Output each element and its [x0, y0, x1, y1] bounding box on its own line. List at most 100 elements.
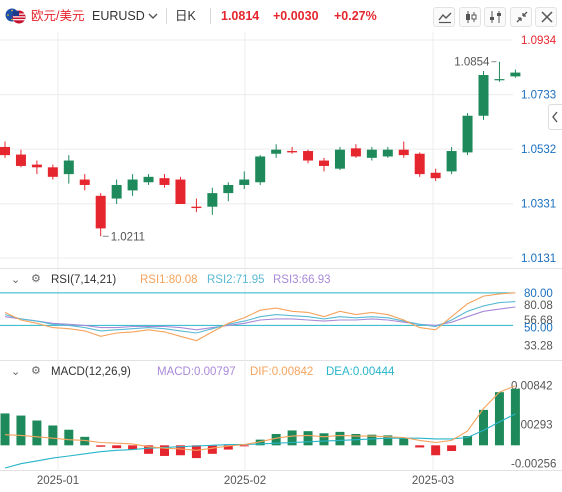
price-tick-label: 1.0131 [521, 253, 556, 265]
macd-legend[interactable]: MACD(12,26,9) [51, 366, 131, 378]
macd-histogram-bar [96, 445, 106, 447]
candle-style-button[interactable] [459, 7, 481, 27]
indicator-settings-icon[interactable]: ⚙ [31, 365, 41, 377]
macd-histogram-bar [239, 445, 249, 447]
dea-value: DEA:0.00444 [326, 366, 395, 378]
rsi2-line [4, 301, 516, 334]
candle-body [0, 146, 10, 156]
chevron-down-icon[interactable] [148, 12, 158, 20]
macd-histogram-bar [223, 445, 233, 450]
rsi-tick-label: 80.08 [524, 300, 553, 312]
price-tick-label: 1.0532 [521, 144, 556, 156]
divider [166, 8, 167, 24]
candle-body [334, 149, 345, 169]
rsi-tick-label: 56.68 [524, 315, 553, 327]
price-change-pct: +0.27% [334, 9, 377, 23]
candle-body [143, 176, 154, 183]
macd-histogram-bar [303, 431, 313, 446]
macd-histogram-bar [287, 430, 297, 446]
candle-body [350, 148, 361, 157]
high-annotation: 1.0854 [454, 57, 490, 69]
dif-line [4, 385, 516, 451]
candle-body [127, 179, 138, 191]
candle-body [430, 172, 441, 179]
macd-histogram-bar [431, 445, 441, 456]
price-tick-label: 1.0733 [521, 90, 556, 102]
macd-histogram-bar [16, 415, 26, 446]
rsi1-value: RSI1:80.08 [140, 274, 198, 286]
macd-histogram-bar [399, 438, 409, 446]
price-change: +0.0030 [273, 9, 319, 23]
rsi3-line [4, 306, 516, 331]
macd-histogram-bar [479, 409, 488, 446]
candle-body [111, 184, 122, 199]
macd-histogram-bar [48, 425, 58, 446]
macd-histogram-bar [64, 429, 74, 446]
candle-body [63, 160, 74, 175]
candle-body [382, 149, 393, 157]
rsi3-value: RSI3:66.93 [273, 274, 331, 286]
candle-style-icon [466, 11, 477, 23]
macd-histogram-bar [255, 439, 265, 446]
rsi1-line [4, 292, 516, 342]
rsi-legend[interactable]: RSI(7,14,21) [51, 274, 117, 286]
candle-body [462, 115, 473, 153]
indicator-settings-icon[interactable]: ⚙ [31, 273, 41, 285]
macd-histogram-bar [112, 445, 122, 449]
macd-histogram-bar [319, 433, 329, 446]
pair-name[interactable]: 欧元/美元 [31, 9, 85, 23]
candle-body [319, 160, 329, 166]
indicator-settings-button[interactable] [484, 7, 506, 27]
side-panel-toggle[interactable] [548, 104, 562, 130]
time-tick-label: 2025-02 [224, 475, 266, 487]
macd-histogram-bar [447, 445, 457, 451]
candle-body [159, 178, 170, 185]
last-price: 1.0814 [221, 9, 260, 23]
hide-indicator-icon[interactable]: ⌄ [11, 274, 21, 286]
macd-histogram-bar [415, 445, 425, 448]
candle-body [31, 164, 42, 168]
candle-body [255, 156, 266, 183]
symbol-label[interactable]: EURUSD [92, 9, 145, 23]
price-tick-label: 1.0934 [521, 35, 557, 47]
macd-histogram-bar [367, 434, 377, 446]
macd-histogram-bar [271, 433, 281, 446]
rsi2-value: RSI2:71.95 [207, 274, 265, 286]
candle-body [366, 149, 377, 158]
candle-body [494, 79, 505, 81]
chart-type-button[interactable] [433, 7, 455, 27]
dif-value: DIF:0.00842 [250, 366, 314, 378]
macd-histogram-bar [144, 445, 154, 454]
macd-histogram-bar [463, 436, 473, 446]
dea-line [4, 413, 516, 469]
macd-histogram-bar [494, 392, 504, 446]
candle-body [478, 75, 489, 116]
price-tick-label: 1.0331 [521, 199, 556, 211]
candle-body [303, 151, 314, 161]
macd-histogram-bar [32, 420, 42, 446]
candle-body [510, 72, 521, 77]
macd-histogram-bar [128, 445, 138, 450]
low-annotation: 1.0211 [111, 231, 145, 243]
candle-body [15, 154, 26, 166]
hide-indicator-icon[interactable]: ⌄ [11, 366, 21, 378]
candle-body [239, 179, 250, 185]
macd-histogram-bar [191, 445, 201, 459]
chart-type-icon [438, 12, 452, 24]
candle-body [287, 151, 298, 153]
candle-body [207, 193, 218, 207]
close-button[interactable] [535, 7, 557, 27]
candle-body [446, 151, 457, 172]
interval-selector[interactable]: 日K [175, 9, 196, 23]
chart-header: 欧元/美元 EURUSD 日K 1.0814 +0.0030 +0.27% [0, 0, 562, 32]
candle-body [223, 184, 234, 194]
collapse-button[interactable] [510, 7, 532, 27]
candle-body [47, 167, 58, 177]
eurusd-flag-icon [5, 8, 26, 24]
rsi-tick-label: 50.00 [524, 322, 553, 334]
macd-histogram-bar [80, 436, 90, 446]
macd-histogram-bar [510, 388, 520, 446]
macd-tick-label: 0.00842 [511, 381, 553, 393]
candle-body [79, 179, 90, 185]
